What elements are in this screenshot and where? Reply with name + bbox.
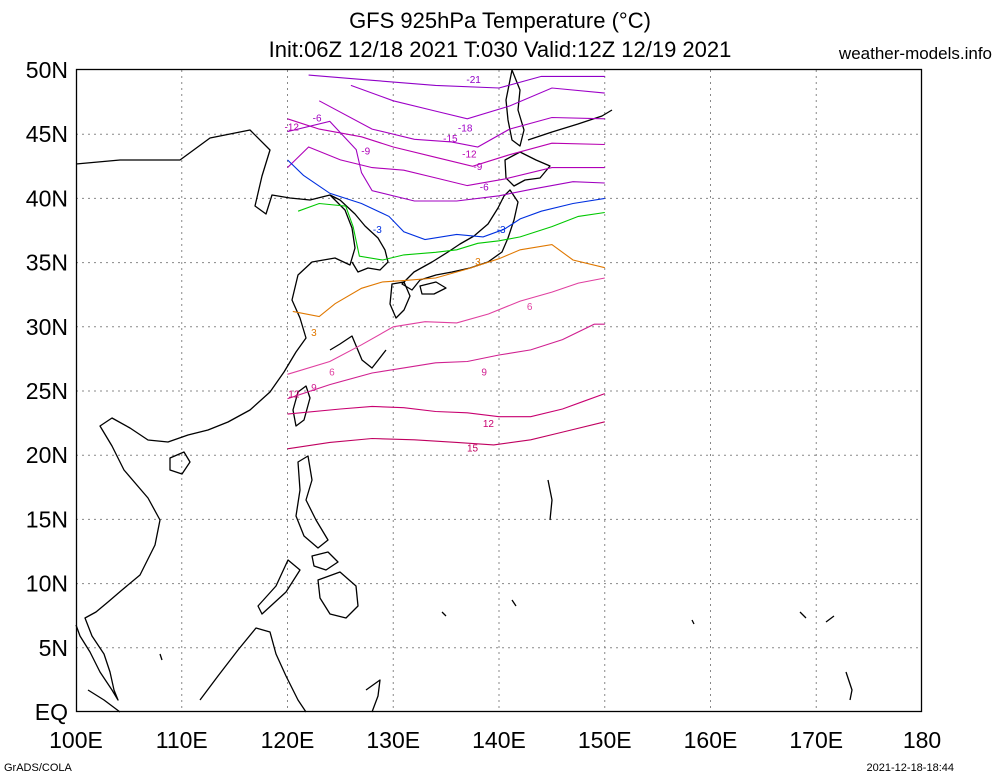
lat-tick-label: 50N — [26, 57, 68, 83]
lon-tick-label: 110E — [156, 727, 208, 753]
lat-tick-label: 40N — [26, 185, 68, 211]
footer-credit: GrADS/COLA — [4, 762, 72, 774]
lat-tick-label: 35N — [26, 250, 68, 276]
lon-tick-label: 150E — [578, 727, 632, 753]
lat-tick-label: 5N — [39, 635, 68, 661]
coastline-palawan — [257, 559, 301, 615]
source-site: weather-models.info — [838, 44, 992, 63]
map-title: GFS 925hPa Temperature (°C) — [349, 8, 651, 33]
isotherm-label: 12 — [483, 419, 495, 430]
isotherm-label: -12 — [462, 149, 477, 160]
isotherm-line — [350, 84, 605, 120]
isotherm-label: 3 — [475, 257, 481, 268]
footer-timestamp: 2021-12-18-18:44 — [866, 762, 954, 774]
coastlines — [75, 69, 853, 713]
coastline-honshu — [401, 189, 519, 291]
lon-tick-label: 170E — [789, 727, 843, 753]
isotherm-label: 15 — [467, 443, 479, 454]
isotherm-label: 9 — [311, 383, 317, 394]
lon-tick-label: 120E — [261, 727, 315, 753]
isotherm-line — [287, 159, 605, 241]
coastline-borneo — [199, 627, 307, 713]
axis-labels: 100E 110E 120E 130E 140E 150E 160E 170E 180 EQ 5N 1… — [26, 57, 941, 753]
isotherm-label: 9 — [481, 368, 487, 379]
coastline-hainan — [169, 451, 191, 475]
lon-tick-label: 130E — [366, 727, 420, 753]
isotherm-label: 3 — [311, 328, 317, 339]
isotherm-label: -9 — [473, 162, 482, 173]
isotherm-label: -12 — [285, 122, 300, 133]
isotherm-label: -6 — [313, 113, 322, 124]
isotherm-line — [287, 393, 605, 418]
lat-tick-label: 15N — [26, 506, 68, 532]
lon-tick-label: 100E — [49, 727, 103, 753]
lat-tick-label: 45N — [26, 121, 68, 147]
lon-tick-label: 140E — [472, 727, 526, 753]
isotherm-line — [308, 74, 605, 89]
map-frame — [75, 68, 923, 713]
isotherm-label: 6 — [527, 302, 533, 313]
isotherm-line — [287, 421, 605, 450]
isotherm-label: 6 — [329, 368, 335, 379]
isotherm-line — [318, 100, 605, 148]
isotherm-line — [287, 277, 605, 375]
isotherm-line — [292, 244, 605, 318]
coastline-hokkaido — [504, 151, 551, 187]
temperature-contours — [287, 74, 605, 450]
isotherm-line — [287, 120, 605, 202]
isotherm-label: -3 — [373, 225, 382, 236]
lon-tick-label: 180 — [903, 727, 941, 753]
lat-tick-label: EQ — [35, 699, 68, 725]
isotherm-label: -15 — [443, 134, 458, 145]
coastline-kurils — [527, 109, 613, 141]
lat-tick-label: 20N — [26, 442, 68, 468]
coastline-visayas — [311, 551, 339, 571]
coastline-luzon — [295, 455, 329, 549]
coastline-mainland — [75, 129, 356, 701]
isotherm-line — [287, 118, 605, 167]
map-subtitle: Init:06Z 12/18 2021 T:030 Valid:12Z 12/1… — [268, 37, 732, 62]
isotherm-label: -3 — [497, 225, 506, 236]
isotherm-line — [287, 146, 605, 187]
coastline-ryukyu — [329, 335, 387, 369]
coastline-shikoku — [419, 281, 447, 295]
isotherm-label: -6 — [480, 183, 489, 194]
coastline-mindanao — [317, 571, 359, 619]
isotherm-label: 12 — [288, 389, 300, 400]
lon-tick-label: 160E — [684, 727, 738, 753]
lat-tick-label: 25N — [26, 378, 68, 404]
coastline-taiwan — [292, 385, 311, 427]
coastline-kyushu — [389, 281, 411, 319]
isotherm-label: -21 — [466, 75, 481, 86]
coastline-sumatra — [87, 689, 121, 713]
lat-tick-label: 30N — [26, 314, 68, 340]
isotherm-line — [287, 323, 605, 400]
graticule — [76, 70, 922, 712]
isotherm-label: -9 — [361, 147, 370, 158]
coastline-sulawesi — [365, 679, 381, 713]
isotherm-label: -18 — [458, 124, 473, 135]
isotherm-line — [297, 202, 605, 261]
coastline-korea — [329, 194, 389, 273]
coastline-sakhalin — [505, 69, 525, 147]
lat-tick-label: 10N — [26, 571, 68, 597]
coastline-pacific-islands — [159, 479, 853, 701]
contour-labels: -21 -6 -12 -15-18 -12 -9 -9 -6 -3 -3 3 3 6 6 9 9 12 12 15 — [285, 75, 533, 455]
